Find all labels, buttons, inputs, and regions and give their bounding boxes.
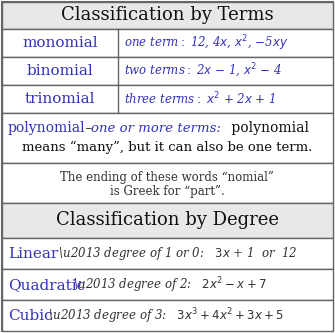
Text: polynomial: polynomial [8, 121, 86, 135]
Bar [2, 203, 333, 238]
Bar [2, 300, 333, 331]
Bar [2, 113, 333, 163]
Text: trinomial: trinomial [25, 92, 95, 106]
Text: The ending of these words “nomial”: The ending of these words “nomial” [60, 170, 274, 183]
Text: \u2013 degree of 3:   $3x^3 + 4x^2 + 3x + 5$: \u2013 degree of 3: $3x^3 + 4x^2 + 3x + … [45, 306, 284, 326]
Text: two terms$\mathit{:}$ 2$x$ $-$ 1, $x^2$ $-$ 4: two terms$\mathit{:}$ 2$x$ $-$ 1, $x^2$ … [124, 62, 282, 80]
Text: three terms$\mathit{:}$ $x^2$ $+$ 2$x$ $+$ 1: three terms$\mathit{:}$ $x^2$ $+$ 2$x$ $… [124, 91, 276, 107]
Text: \u2013 degree of 1 or 0:   $3x$ + 1  or  12: \u2013 degree of 1 or 0: $3x$ + 1 or 12 [55, 245, 298, 262]
Text: means “many”, but it can also be one term.: means “many”, but it can also be one ter… [22, 141, 312, 154]
Bar [2, 57, 333, 85]
Text: one or more terms:: one or more terms: [91, 122, 221, 135]
Bar [2, 85, 333, 113]
Text: –: – [81, 121, 97, 135]
Text: Classification by Terms: Classification by Terms [61, 6, 273, 24]
Text: Classification by Degree: Classification by Degree [56, 211, 278, 229]
Text: monomial: monomial [22, 36, 98, 50]
Text: Linear: Linear [8, 247, 58, 261]
Text: is Greek for “part”.: is Greek for “part”. [110, 184, 224, 197]
Text: \u2013 degree of 2:   $2x^2 - x + 7$: \u2013 degree of 2: $2x^2 - x + 7$ [70, 275, 267, 295]
Bar [2, 29, 333, 57]
Text: polynomial: polynomial [227, 121, 309, 135]
Bar [2, 163, 333, 203]
Text: Quadratic: Quadratic [8, 278, 85, 292]
Text: one term$\mathit{:}$ 12, 4$x$, $x^2$, $-$5$xy$: one term$\mathit{:}$ 12, 4$x$, $x^2$, $-… [124, 33, 288, 53]
Bar [2, 269, 333, 300]
Text: binomial: binomial [26, 64, 93, 78]
Text: Cubic: Cubic [8, 309, 53, 323]
Bar [2, 238, 333, 269]
Bar [2, 2, 333, 29]
